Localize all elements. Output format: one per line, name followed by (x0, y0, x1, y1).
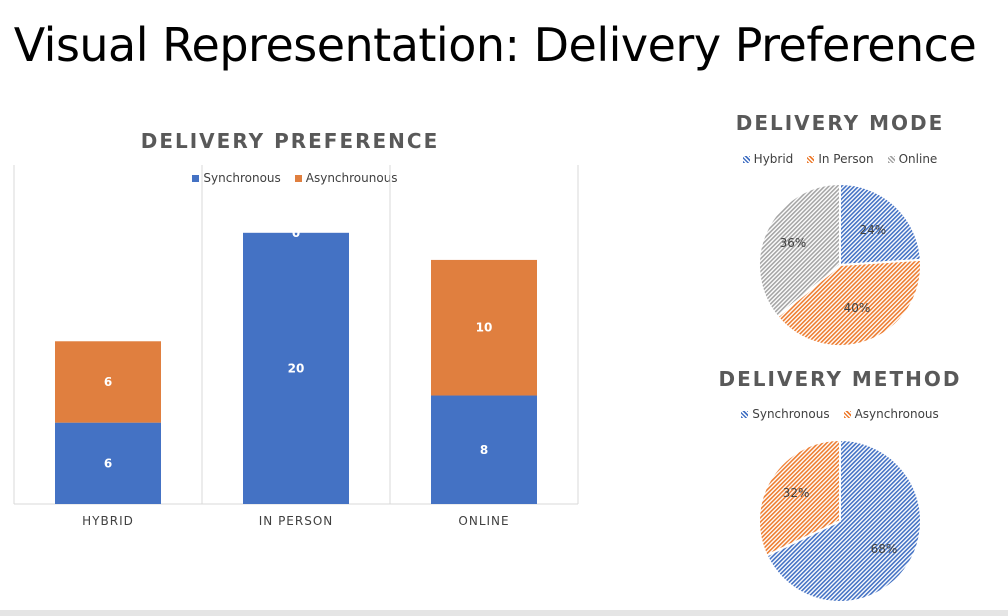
legend-label-asynchronous-method: Asynchronous (854, 407, 939, 421)
mode-slice-label: 40% (844, 301, 871, 315)
bar-synchronous-hybrid (55, 422, 161, 504)
data-label: 8 (480, 443, 488, 457)
bar-chart-legend: Synchronous Asynchrounous (150, 171, 440, 185)
method-slice-asynchronous (758, 438, 841, 557)
mode-slice-hybrid (839, 182, 922, 267)
legend-swatch-hybrid (742, 155, 750, 163)
legend-swatch-synchronous-method (741, 410, 749, 418)
x-tick-label: IN PERSON (259, 514, 334, 528)
mode-slice-online (758, 182, 841, 319)
legend-item-asynchronous-method: Asynchronous (843, 407, 939, 421)
bar-synchronous-online (431, 395, 537, 504)
mode-chart-title: DELIVERY MODE (735, 111, 945, 135)
method-slice-synchronous (765, 438, 922, 603)
legend-label-online: Online (898, 152, 938, 166)
legend-swatch-asynchrounous (294, 174, 302, 182)
legend-swatch-online (887, 155, 895, 163)
legend-item-asynchrounous: Asynchrounous (294, 171, 398, 185)
data-label: 0 (292, 226, 300, 240)
data-label: 6 (104, 375, 112, 389)
legend-label-synchronous: Synchronous (203, 171, 281, 185)
legend-item-synchronous-method: Synchronous (741, 407, 830, 421)
x-tick-label: ONLINE (458, 514, 509, 528)
data-label: 10 (476, 321, 493, 335)
slide-title: Visual Representation: Delivery Preferen… (13, 18, 977, 72)
legend-swatch-synchronous (192, 174, 200, 182)
legend-label-hybrid: Hybrid (753, 152, 794, 166)
mode-slice-label: 24% (860, 223, 887, 237)
legend-item-hybrid: Hybrid (742, 152, 794, 166)
legend-label-in-person: In Person (818, 152, 874, 166)
legend-label-asynchrounous: Asynchrounous (305, 171, 398, 185)
legend-item-online: Online (887, 152, 938, 166)
mode-slice-in-person (776, 258, 922, 347)
legend-label-synchronous-method: Synchronous (752, 407, 830, 421)
data-label: 20 (288, 361, 305, 375)
bar-asynchrounous-online (431, 259, 537, 396)
mode-chart-legend: Hybrid In Person Online (690, 152, 990, 166)
mode-slice-label: 36% (780, 236, 807, 250)
method-slice-label: 68% (871, 542, 898, 556)
x-tick-label: HYBRID (82, 514, 134, 528)
slide-bottom-edge (0, 610, 1008, 616)
legend-swatch-in-person (807, 155, 815, 163)
legend-item-in-person: In Person (807, 152, 874, 166)
bar-asynchrounous-hybrid (55, 341, 161, 423)
method-chart-title: DELIVERY METHOD (718, 367, 962, 391)
bar-chart-title: DELIVERY PREFERENCE (140, 129, 440, 153)
legend-swatch-asynchronous-method (843, 410, 851, 418)
method-chart-legend: Synchronous Asynchronous (690, 407, 990, 421)
bar-synchronous-in-person (243, 232, 349, 505)
legend-item-synchronous: Synchronous (192, 171, 281, 185)
method-slice-label: 32% (783, 486, 810, 500)
data-label: 6 (104, 456, 112, 470)
